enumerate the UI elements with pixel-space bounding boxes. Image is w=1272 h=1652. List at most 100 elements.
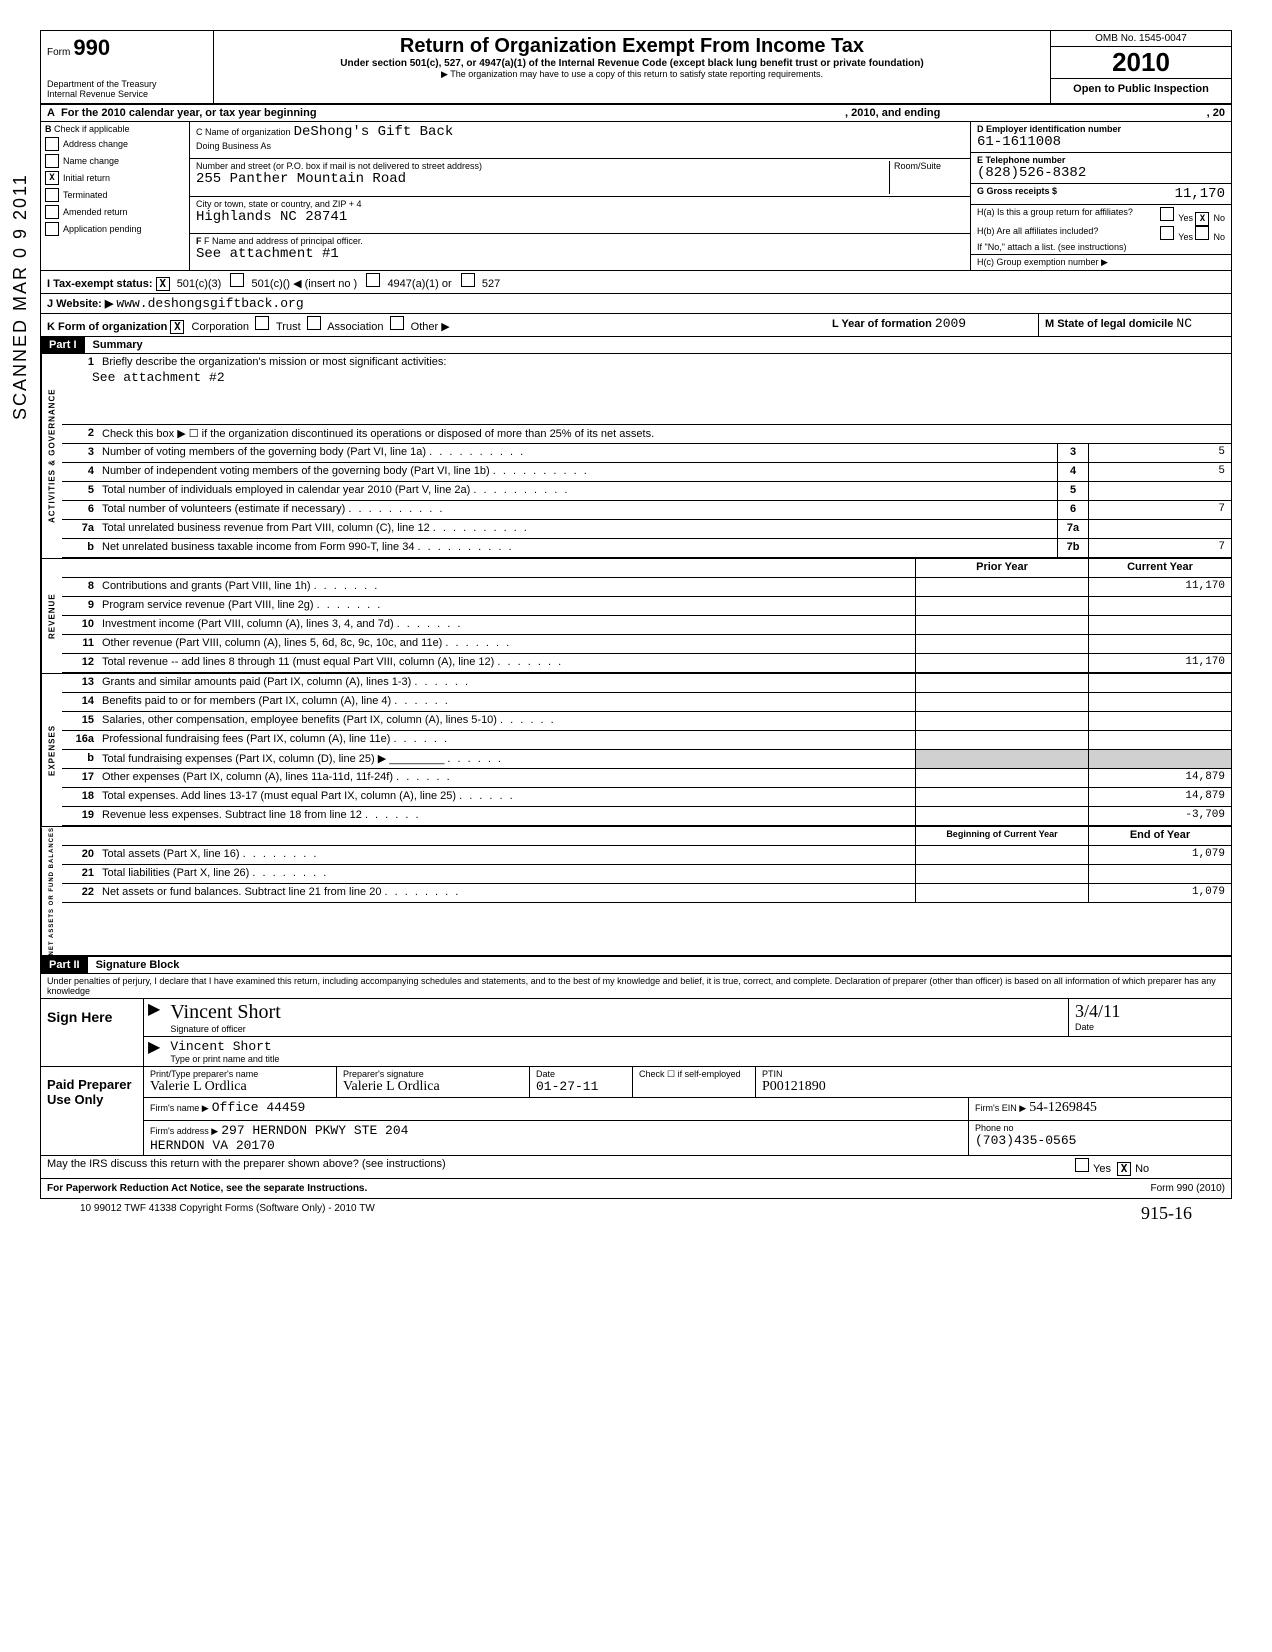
line-1-text: Briefly describe the organization's miss… <box>98 354 1231 370</box>
phone-label: E Telephone number <box>977 155 1225 165</box>
checkbox-name-change[interactable] <box>45 154 59 168</box>
pra-notice: For Paperwork Reduction Act Notice, see … <box>47 1183 367 1194</box>
label-527: 527 <box>482 278 500 290</box>
checkbox-501c3[interactable]: X <box>156 277 170 291</box>
summary-line: 8Contributions and grants (Part VIII, li… <box>62 578 1231 597</box>
sign-here-section: Sign Here ▶ Vincent Short Signature of o… <box>41 999 1231 1067</box>
checkbox-trust[interactable] <box>255 316 269 330</box>
officer-name-label: Type or print name and title <box>170 1054 1225 1064</box>
officer-signature: Vincent Short <box>170 1001 1062 1024</box>
firm-phone-value: (703)435-0565 <box>975 1133 1225 1148</box>
firm-ein-label: Firm's EIN ▶ <box>975 1103 1026 1113</box>
dept-irs: Internal Revenue Service <box>47 89 207 99</box>
row-a-label: A <box>47 107 61 119</box>
summary-line: 14Benefits paid to or for members (Part … <box>62 693 1231 712</box>
side-activities: ACTIVITIES & GOVERNANCE <box>41 354 62 558</box>
scanned-stamp: SCANNED MAR 0 9 2011 <box>10 173 31 420</box>
hb-no: No <box>1213 232 1225 242</box>
perjury-statement: Under penalties of perjury, I declare th… <box>41 974 1231 999</box>
prep-sig-value: Valerie L Ordlica <box>343 1079 523 1095</box>
checkbox-amended[interactable] <box>45 205 59 219</box>
row-k-form-org: K Form of organization X Corporation Tru… <box>41 314 1231 337</box>
label-initial-return: Initial return <box>63 173 110 183</box>
ha-no: No <box>1213 213 1225 223</box>
m-label: M State of legal domicile <box>1045 318 1173 330</box>
side-expenses: EXPENSES <box>41 674 62 826</box>
form-header: Form 990 Department of the Treasury Inte… <box>41 31 1231 105</box>
summary-line: bNet unrelated business taxable income f… <box>62 539 1231 558</box>
checkbox-527[interactable] <box>461 273 475 287</box>
paid-preparer-label: Paid Preparer Use Only <box>41 1067 144 1155</box>
phone-value: (828)526-8382 <box>977 165 1225 181</box>
ha-yes: Yes <box>1178 213 1193 223</box>
summary-line: 5Total number of individuals employed in… <box>62 482 1231 501</box>
summary-line: 22Net assets or fund balances. Subtract … <box>62 884 1231 903</box>
dba-label: Doing Business As <box>196 141 271 151</box>
ha-no-checkbox[interactable]: X <box>1195 212 1209 226</box>
col-b-header: B <box>45 124 52 134</box>
expenses-section: EXPENSES 13Grants and similar amounts pa… <box>41 674 1231 827</box>
officer-sig-label: Signature of officer <box>170 1024 1062 1034</box>
label-amended: Amended return <box>63 207 128 217</box>
gross-value: 11,170 <box>1175 186 1225 202</box>
i-label: I Tax-exempt status: <box>47 278 153 290</box>
summary-line: 15Salaries, other compensation, employee… <box>62 712 1231 731</box>
checkbox-pending[interactable] <box>45 222 59 236</box>
checkbox-address-change[interactable] <box>45 137 59 151</box>
part-1-header-row: Part I Summary <box>41 337 1231 354</box>
tax-year: 2010 <box>1051 47 1231 79</box>
hb-yes: Yes <box>1178 232 1193 242</box>
ein-label: D Employer identification number <box>977 124 1225 134</box>
form-footer: Form 990 (2010) <box>1151 1183 1225 1194</box>
discuss-no-checkbox[interactable]: X <box>1117 1162 1131 1176</box>
ein-value: 61-1611008 <box>977 134 1225 150</box>
city-value: Highlands NC 28741 <box>196 209 964 225</box>
city-label: City or town, state or country, and ZIP … <box>196 199 964 209</box>
org-name-label: C Name of organization <box>196 127 291 137</box>
summary-line: 4Number of independent voting members of… <box>62 463 1231 482</box>
discuss-row: May the IRS discuss this return with the… <box>41 1156 1231 1179</box>
summary-line: 12Total revenue -- add lines 8 through 1… <box>62 654 1231 673</box>
label-corp: Corporation <box>192 321 249 333</box>
col-prior-year: Prior Year <box>915 559 1088 577</box>
part-1-title: Summary <box>85 337 151 353</box>
summary-line: 21Total liabilities (Part X, line 26) . … <box>62 865 1231 884</box>
room-label: Room/Suite <box>889 161 964 193</box>
discuss-text: May the IRS discuss this return with the… <box>41 1156 1069 1178</box>
checkbox-501c[interactable] <box>230 273 244 287</box>
checkbox-4947[interactable] <box>366 273 380 287</box>
checkbox-assoc[interactable] <box>307 316 321 330</box>
checkbox-terminated[interactable] <box>45 188 59 202</box>
prep-name-value: Valerie L Ordlica <box>150 1079 330 1095</box>
hc-label: H(c) Group exemption number ▶ <box>971 255 1231 270</box>
summary-line: 13Grants and similar amounts paid (Part … <box>62 674 1231 693</box>
row-j-website: J Website: ▶ www.deshongsgiftback.org <box>41 294 1231 314</box>
sign-here-label: Sign Here <box>41 999 144 1066</box>
prep-sig-label: Preparer's signature <box>343 1069 523 1079</box>
dept-treasury: Department of the Treasury <box>47 79 207 89</box>
summary-line: 18Total expenses. Add lines 13-17 (must … <box>62 788 1231 807</box>
bottom-codes: 10 99012 TWF 41338 Copyright Forms (Soft… <box>80 1203 375 1224</box>
discuss-yes-checkbox[interactable] <box>1075 1158 1089 1172</box>
checkbox-other[interactable] <box>390 316 404 330</box>
checkbox-initial-return[interactable]: X <box>45 171 59 185</box>
line-1-num: 1 <box>62 354 98 370</box>
summary-line: 3Number of voting members of the governi… <box>62 444 1231 463</box>
label-other: Other ▶ <box>411 321 450 333</box>
part-1-badge: Part I <box>41 337 85 353</box>
ha-yes-checkbox[interactable] <box>1160 207 1174 221</box>
row-a-text: For the 2010 calendar year, or tax year … <box>61 107 845 119</box>
label-4947: 4947(a)(1) or <box>387 278 451 290</box>
firm-ein-value: 54-1269845 <box>1029 1100 1097 1115</box>
l-value: 2009 <box>935 316 966 331</box>
form-990-container: Form 990 Department of the Treasury Inte… <box>40 30 1232 1199</box>
row-a-end: , 20 <box>1125 107 1225 119</box>
hb-yes-checkbox[interactable] <box>1160 226 1174 240</box>
label-address-change: Address change <box>63 139 128 149</box>
paid-preparer-section: Paid Preparer Use Only Print/Type prepar… <box>41 1067 1231 1156</box>
prep-check-label: Check ☐ if self-employed <box>639 1069 749 1080</box>
summary-line: 9Program service revenue (Part VIII, lin… <box>62 597 1231 616</box>
part-2-header-row: Part II Signature Block <box>41 957 1231 974</box>
checkbox-corp[interactable]: X <box>170 320 184 334</box>
hb-no-checkbox[interactable] <box>1195 226 1209 240</box>
